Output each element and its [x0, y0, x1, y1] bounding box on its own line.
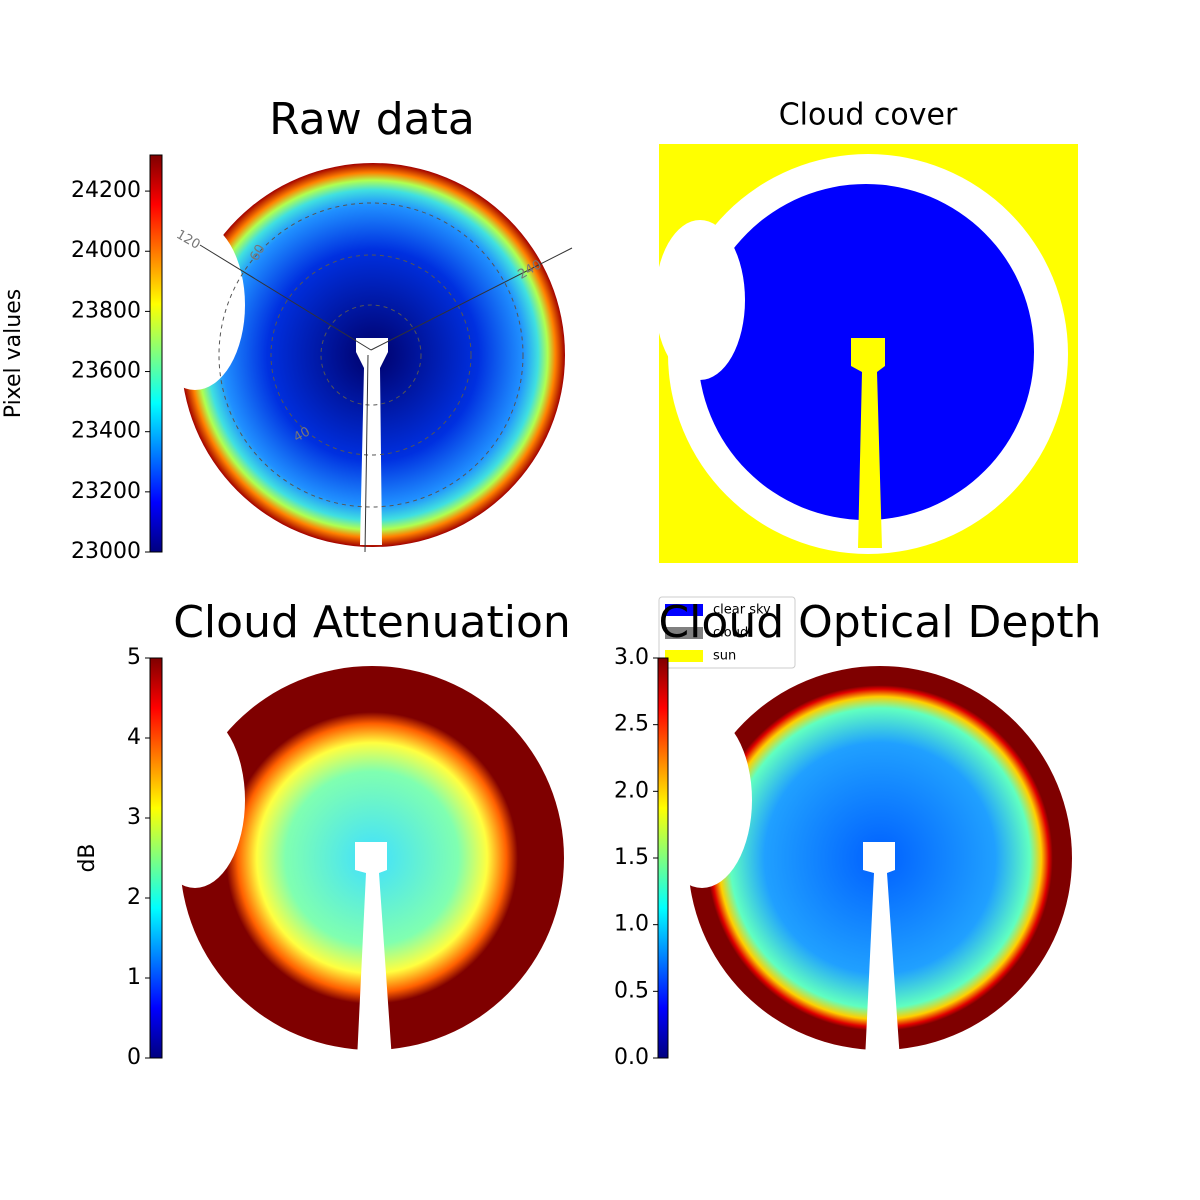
cod-image	[652, 666, 1072, 1060]
polar-label: 40	[291, 424, 313, 445]
raw-image	[145, 163, 573, 553]
attenuation-image	[145, 666, 564, 1060]
tick-label: 0	[127, 1045, 141, 1070]
legend-label: cloud	[713, 626, 748, 641]
tick-label: 0.5	[614, 978, 649, 1003]
colorbar	[657, 657, 669, 1059]
tick-label: 23800	[71, 298, 141, 323]
tick-label: 24000	[71, 238, 141, 263]
legend-label: clear sky	[713, 603, 771, 618]
tick-label: 2.5	[614, 712, 649, 737]
tick-label: 23400	[71, 419, 141, 444]
tick-label: 3	[127, 805, 141, 830]
tick-label: 23000	[71, 539, 141, 564]
tick-label: 0.0	[614, 1045, 649, 1070]
tick-label: 24200	[71, 178, 141, 203]
legend-label: sun	[713, 649, 736, 664]
legend-swatch	[665, 650, 703, 662]
tick-label: 4	[127, 725, 141, 750]
chart-title: Cloud cover	[779, 98, 958, 133]
cloud-cover-image	[655, 144, 1078, 563]
legend-swatch	[665, 627, 703, 639]
tick-label: 1.0	[614, 912, 649, 937]
chart-title: Raw data	[269, 94, 475, 145]
polar-label: 60	[247, 242, 268, 264]
tick-label: 2	[127, 885, 141, 910]
tick-label: 2.0	[614, 778, 649, 803]
tick-label: 23600	[71, 359, 141, 384]
tick-label: 1	[127, 965, 141, 990]
tick-label: 23200	[71, 479, 141, 504]
tick-label: 3.0	[614, 645, 649, 670]
tick-label: 5	[127, 645, 141, 670]
axis-label: dB	[75, 843, 100, 872]
axis-label: Pixel values	[1, 289, 26, 418]
colorbar	[149, 154, 163, 553]
chart-title: Cloud Attenuation	[173, 597, 571, 648]
tick-label: 1.5	[614, 845, 649, 870]
colorbar	[149, 657, 163, 1059]
legend-swatch	[665, 604, 703, 616]
chart-title: Cloud Optical Depth	[658, 597, 1101, 648]
